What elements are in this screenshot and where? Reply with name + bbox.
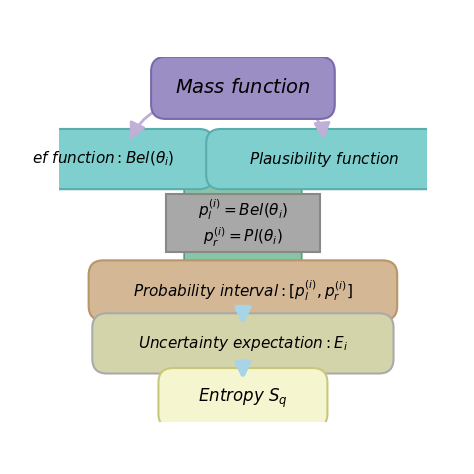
FancyBboxPatch shape xyxy=(166,194,320,252)
FancyBboxPatch shape xyxy=(89,260,397,320)
Text: $\mathit{Entropy\ }S_q$: $\mathit{Entropy\ }S_q$ xyxy=(198,386,288,410)
Text: $\mathit{Plausibility\ function}$: $\mathit{Plausibility\ function}$ xyxy=(249,150,399,169)
Polygon shape xyxy=(162,170,324,278)
Text: $\mathit{Probability\ interval:}[p_l^{(i)},p_r^{(i)}]$: $\mathit{Probability\ interval:}[p_l^{(i… xyxy=(133,278,353,303)
FancyBboxPatch shape xyxy=(158,368,328,428)
FancyBboxPatch shape xyxy=(151,57,335,119)
Text: $\mathit{ef\ function:Bel}(\theta_i)$: $\mathit{ef\ function:Bel}(\theta_i)$ xyxy=(32,150,174,168)
FancyBboxPatch shape xyxy=(206,129,441,189)
Text: $\mathit{Uncertainty\ expectation:}E_i$: $\mathit{Uncertainty\ expectation:}E_i$ xyxy=(138,334,348,353)
FancyBboxPatch shape xyxy=(0,129,213,189)
Text: $p_l^{(i)} = \mathit{Bel}(\theta_i)$
$p_r^{(i)} = \mathit{Pl}(\theta_i)$: $p_l^{(i)} = \mathit{Bel}(\theta_i)$ $p_… xyxy=(198,197,288,249)
Text: $\mathit{Mass\ function}$: $\mathit{Mass\ function}$ xyxy=(175,78,311,97)
FancyBboxPatch shape xyxy=(92,313,393,374)
